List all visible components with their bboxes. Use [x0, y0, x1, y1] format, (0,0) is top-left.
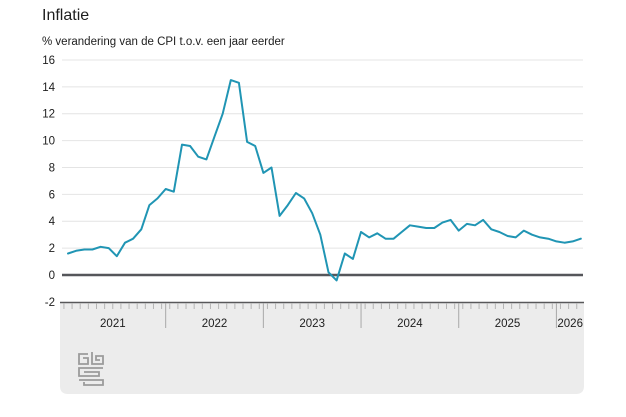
y-axis-labels: 16 14 12 10 8 6 4 2 0 -2 [42, 55, 55, 309]
y-tick-label: 12 [42, 109, 55, 121]
y-tick-label: 0 [49, 270, 55, 282]
series-line [67, 79, 582, 282]
x-axis-ruler-band: 2021 2022 2023 2024 2025 2026 [60, 301, 584, 394]
gridlines [62, 59, 583, 249]
y-tick-label: 2 [49, 243, 55, 255]
chart-subtitle: % verandering van de CPI t.o.v. een jaar… [42, 36, 285, 48]
x-year-label: 2023 [299, 318, 325, 330]
x-year-label: 2024 [397, 318, 423, 330]
y-tick-label: 16 [42, 55, 55, 67]
y-tick-label: 10 [42, 136, 55, 148]
x-year-label: 2021 [100, 318, 126, 330]
y-tick-label: 14 [42, 82, 55, 94]
x-year-label: 2025 [495, 318, 521, 330]
y-tick-label: 4 [49, 216, 56, 228]
page-title: Inflatie [42, 7, 90, 24]
x-year-label: 2022 [202, 318, 228, 330]
x-year-label: 2026 [557, 318, 583, 330]
y-tick-label: 8 [49, 162, 55, 174]
y-tick-label: -2 [45, 297, 55, 309]
cbs-logo [78, 352, 104, 386]
y-tick-label: 6 [49, 189, 55, 201]
